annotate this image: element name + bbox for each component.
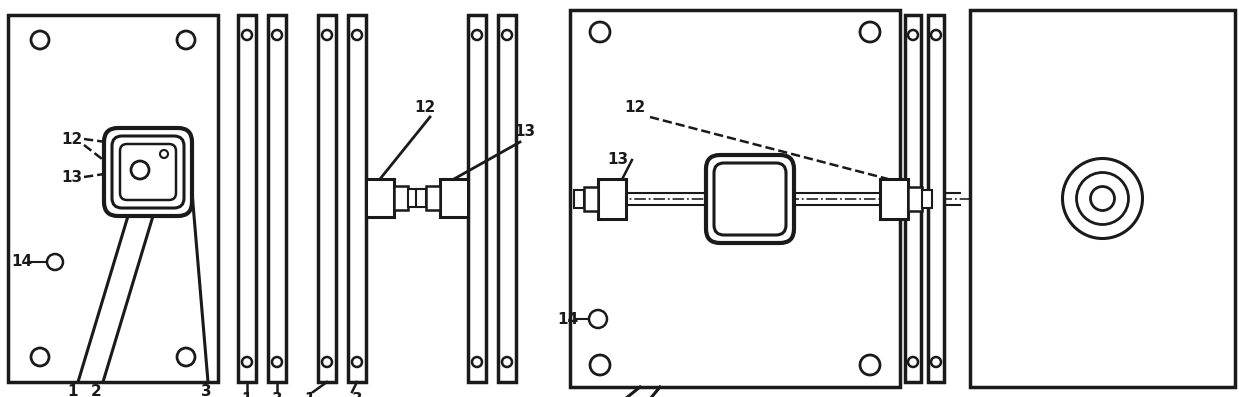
Bar <box>928 15 944 382</box>
Circle shape <box>322 30 332 40</box>
Bar <box>904 15 921 382</box>
Circle shape <box>177 31 195 49</box>
Text: 12: 12 <box>414 100 436 114</box>
Bar <box>598 179 626 219</box>
Circle shape <box>31 31 50 49</box>
Circle shape <box>908 357 918 367</box>
Circle shape <box>47 254 63 270</box>
Bar <box>570 10 900 387</box>
Circle shape <box>352 30 362 40</box>
Circle shape <box>590 355 610 375</box>
Circle shape <box>502 357 512 367</box>
Circle shape <box>131 161 149 179</box>
Bar <box>908 187 922 211</box>
Bar <box>416 189 426 207</box>
Circle shape <box>908 30 918 40</box>
FancyBboxPatch shape <box>706 155 794 243</box>
Bar <box>440 179 468 217</box>
Bar <box>408 189 418 207</box>
Text: 13: 13 <box>514 125 535 139</box>
Text: 1: 1 <box>305 393 315 397</box>
Bar <box>922 190 932 208</box>
Circle shape <box>242 30 252 40</box>
Circle shape <box>860 355 880 375</box>
Text: 3: 3 <box>201 385 212 397</box>
Bar <box>348 15 366 382</box>
Text: 1: 1 <box>68 385 78 397</box>
Circle shape <box>930 30 940 40</box>
FancyBboxPatch shape <box>104 128 192 216</box>
Bar <box>366 179 394 217</box>
Text: 13: 13 <box>607 152 628 168</box>
Bar <box>318 15 336 382</box>
Bar <box>7 15 218 382</box>
Text: 1: 1 <box>242 393 253 397</box>
Text: 13: 13 <box>62 170 83 185</box>
Circle shape <box>589 310 607 328</box>
Circle shape <box>930 357 940 367</box>
Text: 3: 3 <box>352 393 362 397</box>
Text: 14: 14 <box>11 254 32 270</box>
Bar <box>880 179 908 219</box>
Circle shape <box>160 150 169 158</box>
Bar <box>268 15 286 382</box>
Circle shape <box>322 357 332 367</box>
Bar <box>574 190 584 208</box>
Text: 12: 12 <box>624 100 646 116</box>
Circle shape <box>177 348 195 366</box>
FancyBboxPatch shape <box>112 136 185 208</box>
Bar <box>584 187 598 211</box>
Circle shape <box>352 357 362 367</box>
Circle shape <box>502 30 512 40</box>
Bar <box>426 186 440 210</box>
Text: 2: 2 <box>90 385 102 397</box>
Circle shape <box>590 22 610 42</box>
Circle shape <box>1063 158 1142 239</box>
Circle shape <box>472 357 482 367</box>
Bar <box>394 186 408 210</box>
Circle shape <box>1077 173 1129 224</box>
FancyBboxPatch shape <box>714 163 786 235</box>
Text: 12: 12 <box>62 133 83 148</box>
Circle shape <box>273 30 282 40</box>
Bar <box>238 15 256 382</box>
Bar <box>970 10 1235 387</box>
Text: 3: 3 <box>271 393 282 397</box>
Bar <box>498 15 515 382</box>
Circle shape <box>31 348 50 366</box>
Circle shape <box>860 22 880 42</box>
Text: 14: 14 <box>558 312 579 326</box>
Circle shape <box>273 357 282 367</box>
FancyBboxPatch shape <box>120 144 176 200</box>
Circle shape <box>242 357 252 367</box>
Circle shape <box>472 30 482 40</box>
Circle shape <box>1090 187 1115 210</box>
Bar <box>468 15 486 382</box>
